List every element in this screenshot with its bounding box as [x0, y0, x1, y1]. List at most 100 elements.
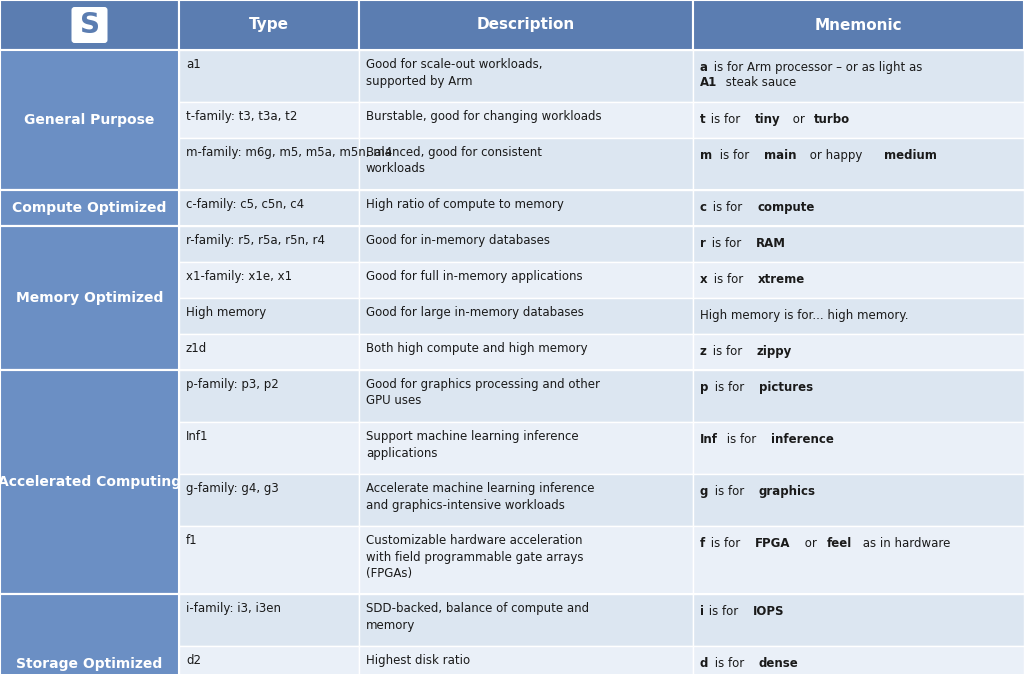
Bar — [0, 50, 179, 190]
Text: zippy: zippy — [757, 345, 793, 358]
Text: High memory is for... high memory.: High memory is for... high memory. — [700, 309, 908, 322]
Text: feel: feel — [826, 537, 852, 550]
Bar — [693, 102, 1024, 138]
Text: is for: is for — [711, 657, 748, 670]
Text: turbo: turbo — [814, 113, 850, 126]
Text: S: S — [80, 11, 99, 39]
Text: or happy: or happy — [806, 149, 866, 162]
Text: graphics: graphics — [759, 485, 816, 498]
Bar — [359, 594, 693, 646]
Text: Inf: Inf — [700, 433, 718, 446]
Text: SDD-backed, balance of compute and
memory: SDD-backed, balance of compute and memor… — [366, 602, 589, 632]
Bar — [693, 422, 1024, 474]
Text: Good for in-memory databases: Good for in-memory databases — [366, 234, 550, 247]
FancyBboxPatch shape — [72, 7, 108, 43]
Text: c: c — [700, 201, 707, 214]
Text: Balanced, good for consistent
workloads: Balanced, good for consistent workloads — [366, 146, 542, 175]
Bar — [693, 334, 1024, 370]
Text: g: g — [700, 485, 709, 498]
Bar — [179, 226, 359, 262]
Text: RAM: RAM — [756, 237, 785, 250]
Text: z1d: z1d — [186, 342, 207, 355]
Bar — [693, 474, 1024, 526]
Text: x1-family: x1e, x1: x1-family: x1e, x1 — [186, 270, 292, 283]
Text: is for: is for — [710, 273, 746, 286]
Bar — [179, 422, 359, 474]
Text: is for Arm processor – or as light as: is for Arm processor – or as light as — [711, 61, 923, 74]
Text: m-family: m6g, m5, m5a, m5n, m4: m-family: m6g, m5, m5a, m5n, m4 — [186, 146, 392, 159]
Bar — [693, 526, 1024, 594]
Bar — [179, 526, 359, 594]
Text: medium: medium — [884, 149, 937, 162]
Text: Storage Optimized: Storage Optimized — [16, 657, 163, 671]
Text: IOPS: IOPS — [754, 605, 784, 618]
Text: Compute Optimized: Compute Optimized — [12, 201, 167, 215]
Text: is for: is for — [708, 113, 744, 126]
Text: is for: is for — [709, 201, 746, 214]
Bar — [0, 0, 179, 50]
Text: is for: is for — [723, 433, 761, 446]
Text: or: or — [801, 537, 820, 550]
Text: Inf1: Inf1 — [186, 430, 209, 443]
Text: Burstable, good for changing workloads: Burstable, good for changing workloads — [366, 110, 602, 123]
Bar — [179, 594, 359, 646]
Text: Description: Description — [477, 18, 575, 32]
Text: is for: is for — [706, 605, 742, 618]
Text: is for: is for — [716, 149, 753, 162]
Bar — [359, 298, 693, 334]
Bar — [359, 474, 693, 526]
Text: g-family: g4, g3: g-family: g4, g3 — [186, 482, 279, 495]
Bar — [693, 646, 1024, 674]
Text: f: f — [700, 537, 706, 550]
Text: Support machine learning inference
applications: Support machine learning inference appli… — [366, 430, 579, 460]
Text: p: p — [700, 381, 709, 394]
Text: A1: A1 — [700, 76, 717, 89]
Bar — [179, 262, 359, 298]
Bar — [359, 646, 693, 674]
Text: is for: is for — [709, 345, 745, 358]
Bar — [179, 474, 359, 526]
Text: Good for scale-out workloads,
supported by Arm: Good for scale-out workloads, supported … — [366, 58, 543, 88]
Text: a1: a1 — [186, 58, 201, 71]
Text: x: x — [700, 273, 708, 286]
Text: is for: is for — [711, 485, 748, 498]
Bar — [179, 102, 359, 138]
Text: compute: compute — [757, 201, 814, 214]
Text: FPGA: FPGA — [755, 537, 791, 550]
Bar — [359, 102, 693, 138]
Text: steak sauce: steak sauce — [722, 76, 797, 89]
Text: m: m — [700, 149, 712, 162]
Bar — [359, 422, 693, 474]
Bar — [0, 226, 179, 370]
Text: i: i — [700, 605, 705, 618]
Bar — [0, 190, 179, 226]
Bar — [179, 298, 359, 334]
Text: t: t — [700, 113, 706, 126]
Bar — [179, 138, 359, 190]
Text: d2: d2 — [186, 654, 201, 667]
Text: Customizable hardware acceleration
with field programmable gate arrays
(FPGAs): Customizable hardware acceleration with … — [366, 534, 584, 580]
Text: t-family: t3, t3a, t2: t-family: t3, t3a, t2 — [186, 110, 297, 123]
Bar — [693, 370, 1024, 422]
Bar — [693, 0, 1024, 50]
Text: is for: is for — [711, 381, 748, 394]
Text: Highest disk ratio: Highest disk ratio — [366, 654, 470, 667]
Text: f1: f1 — [186, 534, 198, 547]
Text: xtreme: xtreme — [758, 273, 805, 286]
Text: dense: dense — [759, 657, 799, 670]
Bar — [179, 190, 359, 226]
Bar — [359, 0, 693, 50]
Bar — [179, 50, 359, 102]
Text: or: or — [788, 113, 808, 126]
Text: General Purpose: General Purpose — [25, 113, 155, 127]
Bar — [693, 138, 1024, 190]
Text: main: main — [764, 149, 797, 162]
Text: r-family: r5, r5a, r5n, r4: r-family: r5, r5a, r5n, r4 — [186, 234, 325, 247]
Bar — [693, 50, 1024, 102]
Text: z: z — [700, 345, 707, 358]
Text: pictures: pictures — [759, 381, 813, 394]
Bar — [693, 594, 1024, 646]
Bar — [0, 594, 179, 674]
Text: r: r — [700, 237, 706, 250]
Bar — [693, 190, 1024, 226]
